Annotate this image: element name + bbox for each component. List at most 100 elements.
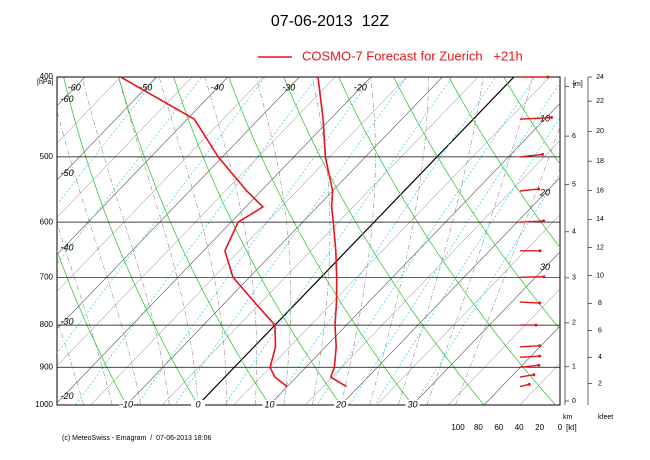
kfeet-tick-label: 12 xyxy=(596,245,604,252)
isotherm-label: -50 xyxy=(60,168,73,178)
isotherm xyxy=(126,77,443,405)
y-tick-label: 600 xyxy=(40,217,54,226)
isotherm-label: 10 xyxy=(264,399,274,409)
km-tick-label: 5 xyxy=(572,181,576,188)
kfeet-tick-label: 20 xyxy=(596,128,604,135)
isotherm-label: -40 xyxy=(211,82,224,92)
label-background xyxy=(405,400,420,410)
isotherm xyxy=(0,77,13,405)
label-background xyxy=(119,400,134,410)
wind-head xyxy=(550,115,554,119)
y-tick-label: 1000 xyxy=(35,400,53,409)
wind-head xyxy=(537,363,541,367)
isotherm-label: -60 xyxy=(60,94,73,104)
isotherm xyxy=(57,77,372,404)
dry-adiabat xyxy=(0,59,59,413)
isotherm-label: -60 xyxy=(68,82,81,92)
wind-unit: [kt] xyxy=(566,423,577,432)
kfeet-tick-label: 10 xyxy=(596,273,604,280)
km-tick-label: 0 xyxy=(572,398,576,405)
mixing-ratio-line xyxy=(316,77,536,405)
wind-tick-label: 80 xyxy=(474,423,483,432)
kfeet-tick-label: 14 xyxy=(596,216,604,223)
isotherm-label: 30 xyxy=(407,399,417,409)
y-axis-label: [hPa] xyxy=(37,79,53,86)
wind-head xyxy=(537,187,541,191)
kfeet-tick-label: 4 xyxy=(598,354,602,361)
wind-vector xyxy=(519,364,539,368)
km-tick-label: 2 xyxy=(572,320,576,327)
wind-head xyxy=(538,301,542,305)
wind-head xyxy=(542,219,546,223)
legend-label: COSMO-7 Forecast for Zuerich +21h xyxy=(302,48,523,63)
dry-adiabat xyxy=(503,77,560,165)
footer: (c) MeteoSwiss - Emagram / 07-06-2013 18… xyxy=(62,435,212,442)
wind-vector xyxy=(519,345,540,348)
wind-tick-label: 60 xyxy=(494,423,503,432)
isotherm xyxy=(0,77,49,405)
km-tick-label: 1 xyxy=(572,364,576,371)
wind-head xyxy=(532,373,536,377)
km-axis-label: [m] xyxy=(573,81,583,88)
isotherm xyxy=(305,140,560,405)
km-tick-label: 3 xyxy=(572,275,576,282)
moist-adiabat xyxy=(455,125,560,405)
wind-head xyxy=(538,354,542,358)
grid xyxy=(0,59,650,413)
mixing-ratio-line xyxy=(57,77,203,265)
moist-adiabat xyxy=(0,59,55,405)
isotherm xyxy=(57,77,121,144)
isotherm-label: -20 xyxy=(60,391,73,401)
wind-head xyxy=(534,323,538,327)
isotherm-label: -20 xyxy=(354,82,367,92)
moist-adiabat xyxy=(204,77,257,405)
isotherm-label: -10 xyxy=(120,399,133,409)
kfeet-tick-label: 16 xyxy=(596,187,604,194)
isotherm xyxy=(57,77,336,367)
chart-title: 07-06-2013 12Z xyxy=(271,13,390,30)
moist-adiabat xyxy=(118,77,199,405)
wind-vector xyxy=(519,383,530,388)
kfeet-tick-label: 8 xyxy=(598,300,602,307)
isotherm xyxy=(376,214,560,405)
kfeet-tick-label: 22 xyxy=(596,98,604,105)
isotherm-label: -50 xyxy=(139,82,152,92)
isotherm xyxy=(57,77,229,255)
moist-adiabat xyxy=(397,77,484,405)
wind-head xyxy=(527,382,531,386)
isotherm xyxy=(448,288,560,405)
wind-tick-label: 40 xyxy=(515,423,524,432)
moist-adiabat xyxy=(340,77,376,405)
label-background xyxy=(262,400,277,410)
y-tick-label: 500 xyxy=(40,152,54,161)
mixing-ratio-line xyxy=(57,77,158,205)
isotherm xyxy=(162,77,479,405)
label-background xyxy=(191,400,205,410)
isotherm-label: 30 xyxy=(540,262,550,272)
wind-vector xyxy=(519,301,540,304)
km-label: km xyxy=(563,414,573,421)
isotherm xyxy=(483,325,560,405)
wind-vector xyxy=(519,153,543,158)
wind-tick-label: 0 xyxy=(558,423,563,432)
wind-head xyxy=(541,152,545,156)
wind-vector xyxy=(519,116,552,120)
kfeet-tick-label: 2 xyxy=(598,381,602,388)
isotherm xyxy=(269,102,560,405)
isotherm xyxy=(233,77,550,405)
kfeet-tick-label: 24 xyxy=(596,74,604,81)
isotherm-label: 20 xyxy=(335,399,346,409)
label-background xyxy=(334,400,348,410)
km-tick-label: 7 xyxy=(572,83,576,90)
dry-adiabat xyxy=(602,59,650,413)
wind-head xyxy=(546,75,550,79)
wind-tick-label: 100 xyxy=(451,423,465,432)
isotherm xyxy=(57,77,264,292)
moist-adiabat xyxy=(57,318,84,405)
mixing-ratio-line xyxy=(136,77,373,405)
km-tick-label: 4 xyxy=(572,229,576,236)
wind-vector xyxy=(519,355,540,358)
isotherm-label: -40 xyxy=(60,242,73,252)
